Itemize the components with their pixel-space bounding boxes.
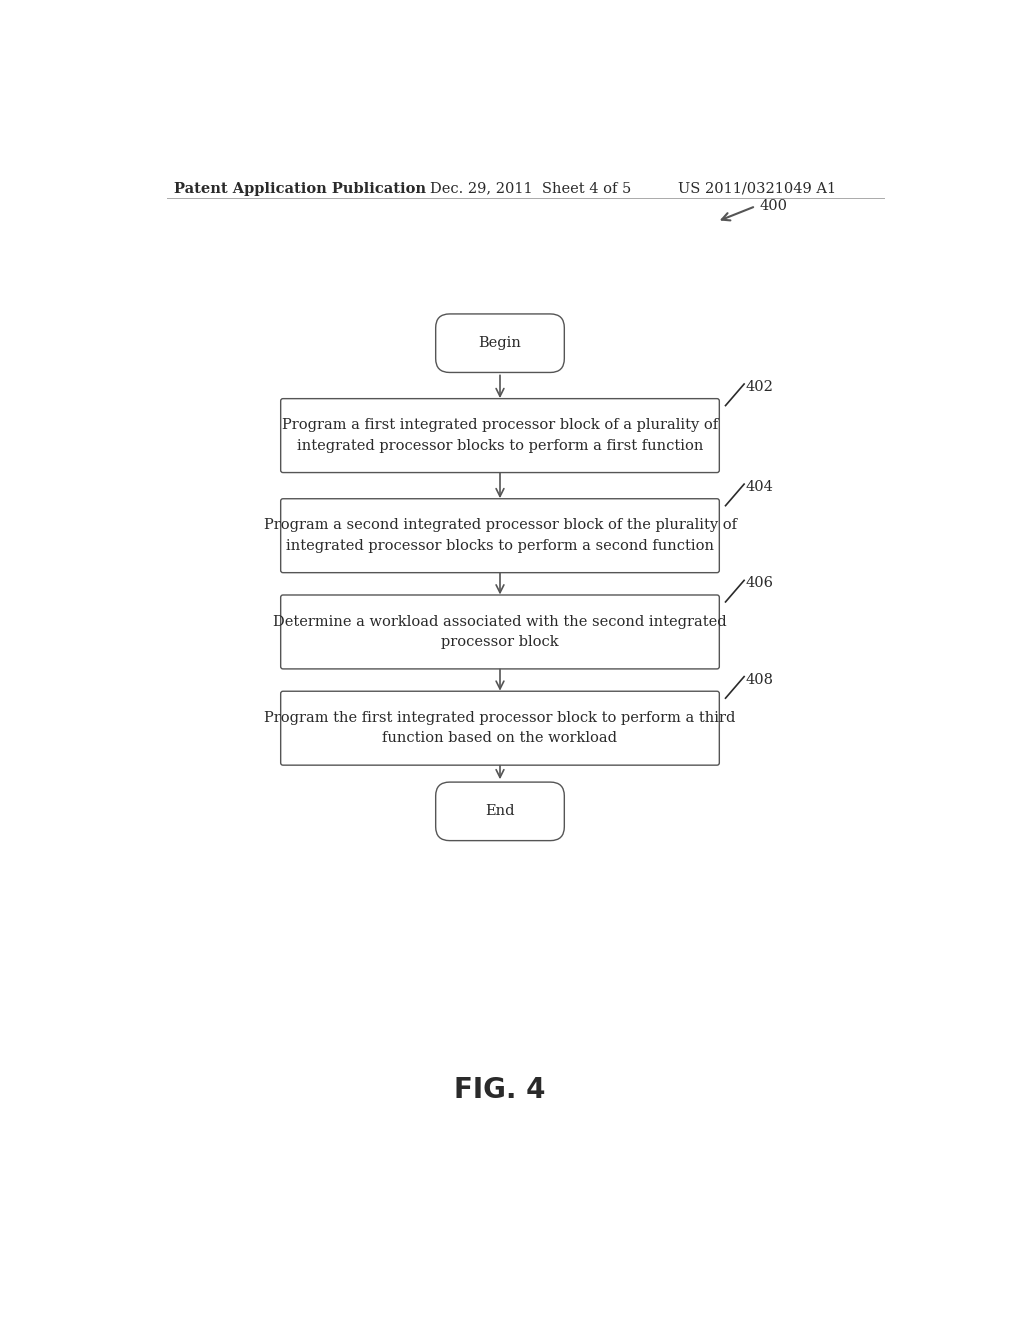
Text: Begin: Begin bbox=[478, 337, 521, 350]
FancyBboxPatch shape bbox=[281, 692, 719, 766]
FancyBboxPatch shape bbox=[435, 781, 564, 841]
Text: 404: 404 bbox=[745, 480, 773, 494]
Text: Program a second integrated processor block of the plurality of
integrated proce: Program a second integrated processor bl… bbox=[263, 519, 736, 553]
Text: FIG. 4: FIG. 4 bbox=[455, 1076, 546, 1104]
Text: Program the first integrated processor block to perform a third
function based o: Program the first integrated processor b… bbox=[264, 711, 735, 746]
Text: Patent Application Publication: Patent Application Publication bbox=[174, 182, 427, 195]
Text: Determine a workload associated with the second integrated
processor block: Determine a workload associated with the… bbox=[273, 615, 727, 649]
Text: Dec. 29, 2011  Sheet 4 of 5: Dec. 29, 2011 Sheet 4 of 5 bbox=[430, 182, 632, 195]
FancyBboxPatch shape bbox=[281, 595, 719, 669]
FancyBboxPatch shape bbox=[281, 499, 719, 573]
Text: Program a first integrated processor block of a plurality of
integrated processo: Program a first integrated processor blo… bbox=[282, 418, 718, 453]
Text: 400: 400 bbox=[760, 199, 787, 213]
Text: End: End bbox=[485, 804, 515, 818]
FancyBboxPatch shape bbox=[281, 399, 719, 473]
Text: 402: 402 bbox=[745, 380, 773, 395]
Text: 408: 408 bbox=[745, 673, 774, 686]
FancyBboxPatch shape bbox=[435, 314, 564, 372]
Text: US 2011/0321049 A1: US 2011/0321049 A1 bbox=[678, 182, 837, 195]
Text: 406: 406 bbox=[745, 577, 774, 590]
